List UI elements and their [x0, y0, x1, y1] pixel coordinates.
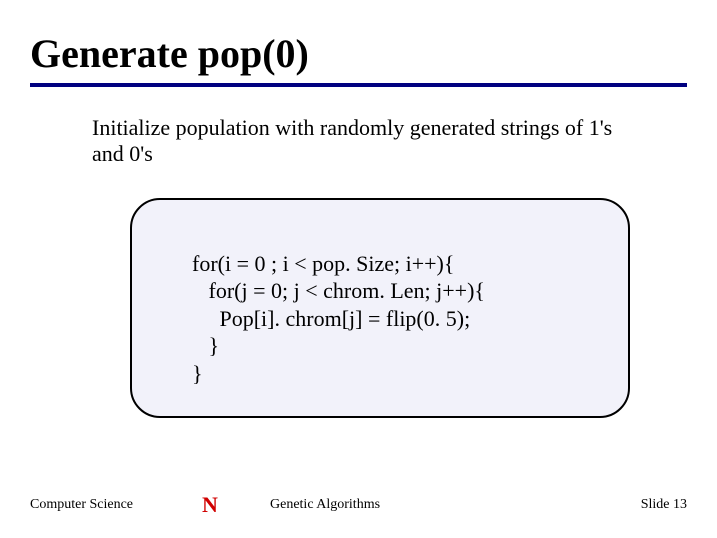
footer-logo: N [190, 494, 230, 516]
slide-footer: Computer Science N Genetic Algorithms Sl… [30, 494, 687, 516]
slide-title: Generate pop(0) [30, 30, 687, 77]
code-box: for(i = 0 ; i < pop. Size; i++){ for(j =… [130, 198, 630, 418]
slide-description: Initialize population with randomly gene… [92, 115, 627, 168]
footer-center: Genetic Algorithms [230, 497, 587, 513]
footer-slide-prefix: Slide [641, 497, 670, 512]
footer-left: Computer Science [30, 497, 190, 513]
n-logo-icon: N [202, 494, 218, 516]
footer-slide-number: 13 [673, 497, 687, 512]
footer-right: Slide 13 [587, 497, 687, 513]
code-content: for(i = 0 ; i < pop. Size; i++){ for(j =… [192, 250, 598, 388]
title-underline [30, 83, 687, 87]
